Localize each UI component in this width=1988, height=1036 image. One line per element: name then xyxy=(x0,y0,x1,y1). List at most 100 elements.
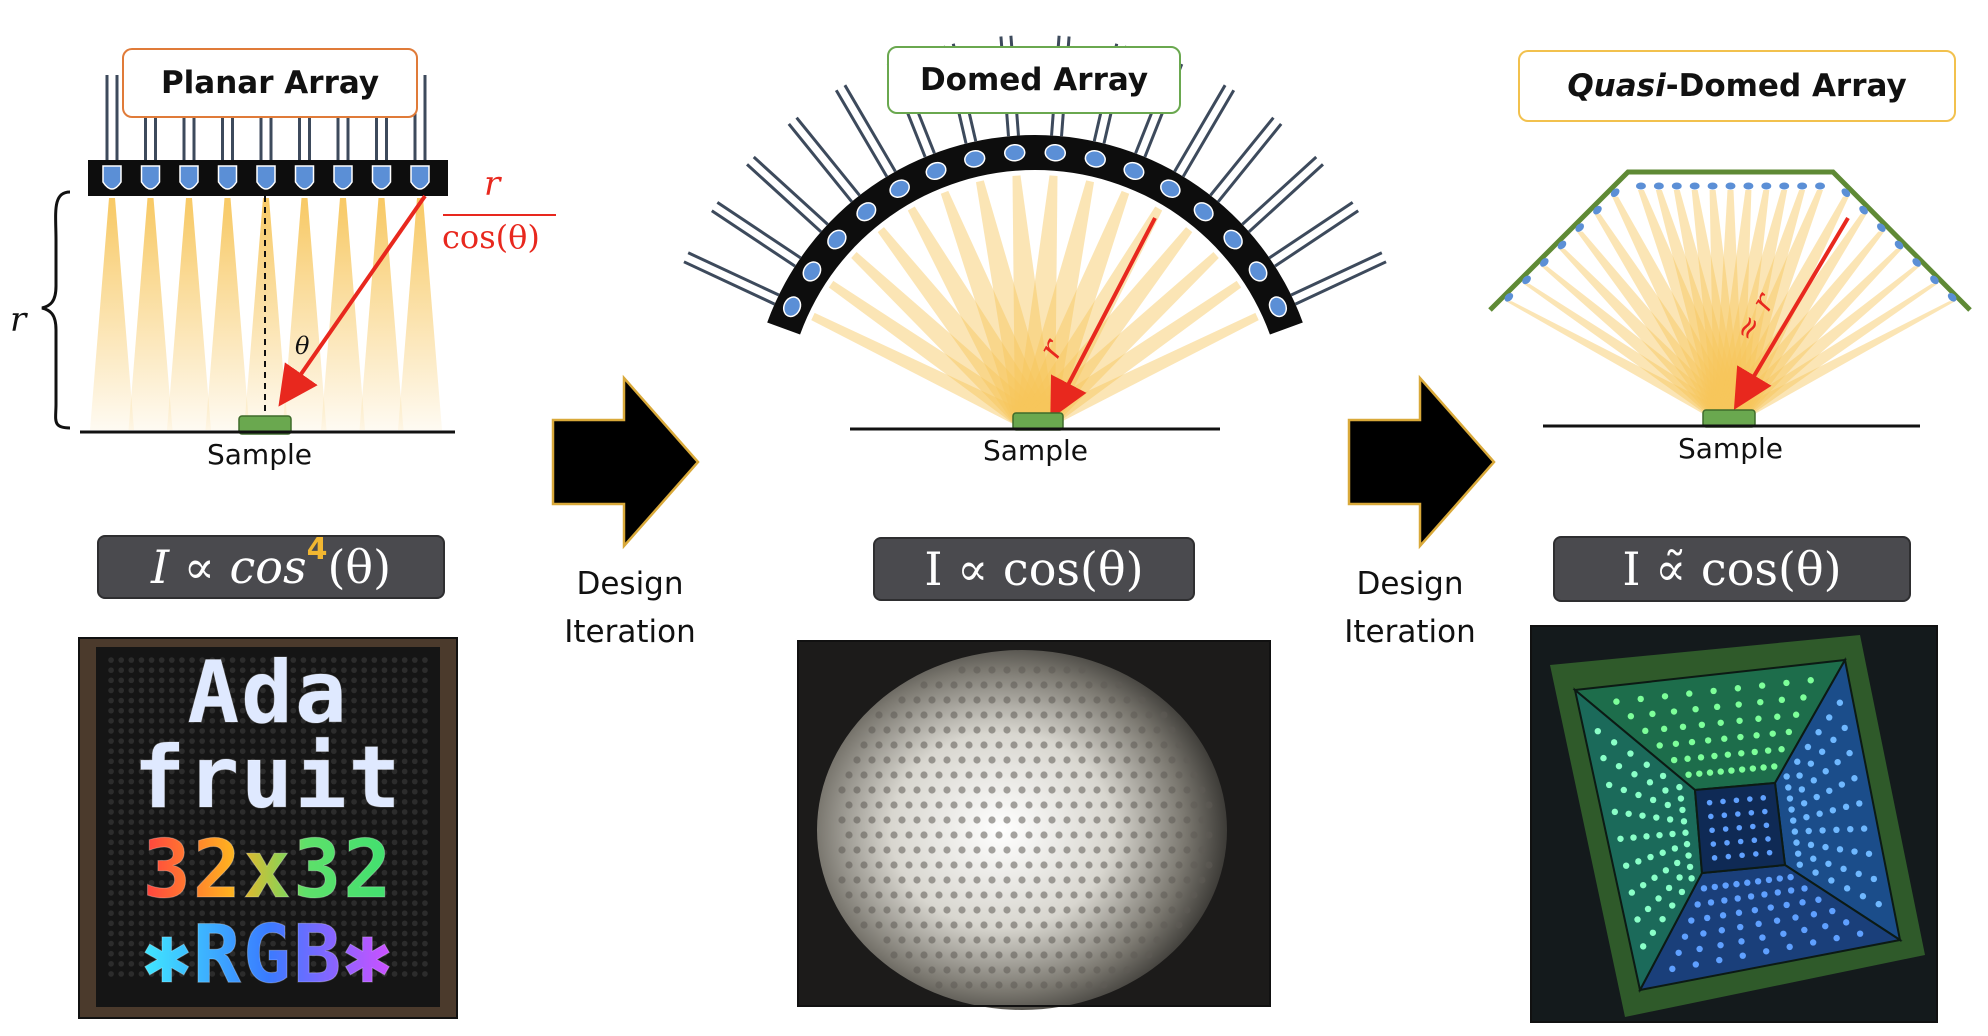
matrix-dot xyxy=(148,971,155,977)
matrix-dot xyxy=(310,748,317,755)
array-led xyxy=(1688,738,1696,746)
dome-hole xyxy=(1183,906,1191,914)
matrix-dot xyxy=(422,930,428,937)
matrix-dot xyxy=(138,859,145,866)
dome-hole xyxy=(928,966,936,974)
matrix-dot xyxy=(381,930,388,937)
dome-hole xyxy=(1078,666,1086,674)
matrix-dot xyxy=(209,798,216,805)
led-lead xyxy=(834,89,889,178)
matrix-dot xyxy=(371,707,378,714)
matrix-dot xyxy=(199,940,206,947)
planar-leds xyxy=(102,165,430,190)
matrix-text-line: ✱RGB✱ xyxy=(143,908,394,1001)
dome-hole xyxy=(943,966,951,974)
matrix-dot xyxy=(118,697,125,704)
matrix-dot xyxy=(422,728,428,734)
array-led xyxy=(1792,914,1799,921)
dome-hole xyxy=(995,981,1003,989)
matrix-dot xyxy=(280,788,287,795)
dome-hole xyxy=(1018,906,1026,914)
dome-hole xyxy=(1025,741,1033,749)
dome-hole xyxy=(875,831,883,839)
dome-hole xyxy=(1198,876,1206,884)
dome-hole xyxy=(943,726,951,734)
matrix-dot xyxy=(260,657,266,663)
matrix-dot xyxy=(158,798,165,805)
matrix-dot xyxy=(209,707,216,714)
matrix-dot xyxy=(371,971,378,977)
array-led xyxy=(1859,893,1867,900)
matrix-dot xyxy=(108,798,114,805)
matrix-dot xyxy=(270,768,276,775)
matrix-dot xyxy=(148,839,155,846)
matrix-dot xyxy=(158,819,165,825)
matrix-dot xyxy=(391,890,398,896)
matrix-dot xyxy=(320,910,327,917)
array-led xyxy=(1785,728,1793,736)
dome-hole xyxy=(1010,801,1018,809)
array-led xyxy=(1655,895,1662,902)
matrix-dot xyxy=(249,677,256,684)
matrix-dot xyxy=(189,687,195,694)
dome-hole xyxy=(1033,756,1041,764)
array-led xyxy=(1790,817,1797,824)
matrix-dot xyxy=(219,879,226,886)
matrix-dot xyxy=(411,839,418,846)
matrix-dot xyxy=(239,728,246,734)
dome-hole xyxy=(1183,816,1191,824)
dome-hole xyxy=(1048,786,1056,794)
matrix-dot xyxy=(249,950,256,957)
matrix-dot xyxy=(270,950,276,957)
dome-hole xyxy=(845,831,853,839)
matrix-dot xyxy=(381,717,388,724)
dome-hole xyxy=(1040,891,1048,899)
matrix-dot xyxy=(219,728,226,734)
matrix-dot xyxy=(290,859,297,866)
matrix-dot xyxy=(280,707,287,714)
dome-hole xyxy=(950,951,958,959)
matrix-dot xyxy=(148,768,155,775)
matrix-dot xyxy=(341,707,347,714)
array-led xyxy=(1798,786,1806,793)
matrix-dot xyxy=(270,798,276,805)
array-led xyxy=(1751,906,1759,914)
dome-hole xyxy=(1085,981,1093,989)
dome-hole xyxy=(973,906,981,914)
dome-hole xyxy=(1070,921,1078,929)
matrix-dot xyxy=(168,950,175,957)
matrix-dot xyxy=(391,728,398,734)
dome-hole xyxy=(1078,816,1086,824)
dome-hole xyxy=(860,861,868,869)
array-led xyxy=(1627,750,1634,757)
matrix-dot xyxy=(270,707,276,714)
matrix-dot xyxy=(219,940,226,947)
dome-hole xyxy=(1130,771,1138,779)
matrix-dot xyxy=(189,758,195,765)
matrix-dot xyxy=(229,728,236,734)
matrix-dot xyxy=(128,798,135,805)
array-led xyxy=(1786,943,1793,951)
led-lead xyxy=(787,123,853,203)
matrix-dot xyxy=(118,748,125,755)
matrix-dot xyxy=(280,971,287,977)
matrix-dot xyxy=(239,879,246,886)
array-led xyxy=(1711,883,1719,891)
matrix-dot xyxy=(138,950,145,957)
array-led xyxy=(1733,797,1740,804)
matrix-dot xyxy=(219,900,226,906)
matrix-dot xyxy=(118,717,125,724)
array-led xyxy=(1704,737,1712,744)
dome-hole xyxy=(1040,981,1048,989)
matrix-dot xyxy=(320,900,327,906)
matrix-dot xyxy=(341,879,347,886)
dome-hole xyxy=(1085,921,1093,929)
matrix-dot xyxy=(422,819,428,825)
matrix-dot xyxy=(361,738,368,744)
light-cone xyxy=(975,180,1055,425)
dome-hole xyxy=(1115,681,1123,689)
matrix-dot xyxy=(270,829,276,836)
array-led xyxy=(1829,907,1836,915)
matrix-dot xyxy=(401,788,408,795)
matrix-dot xyxy=(189,728,195,734)
